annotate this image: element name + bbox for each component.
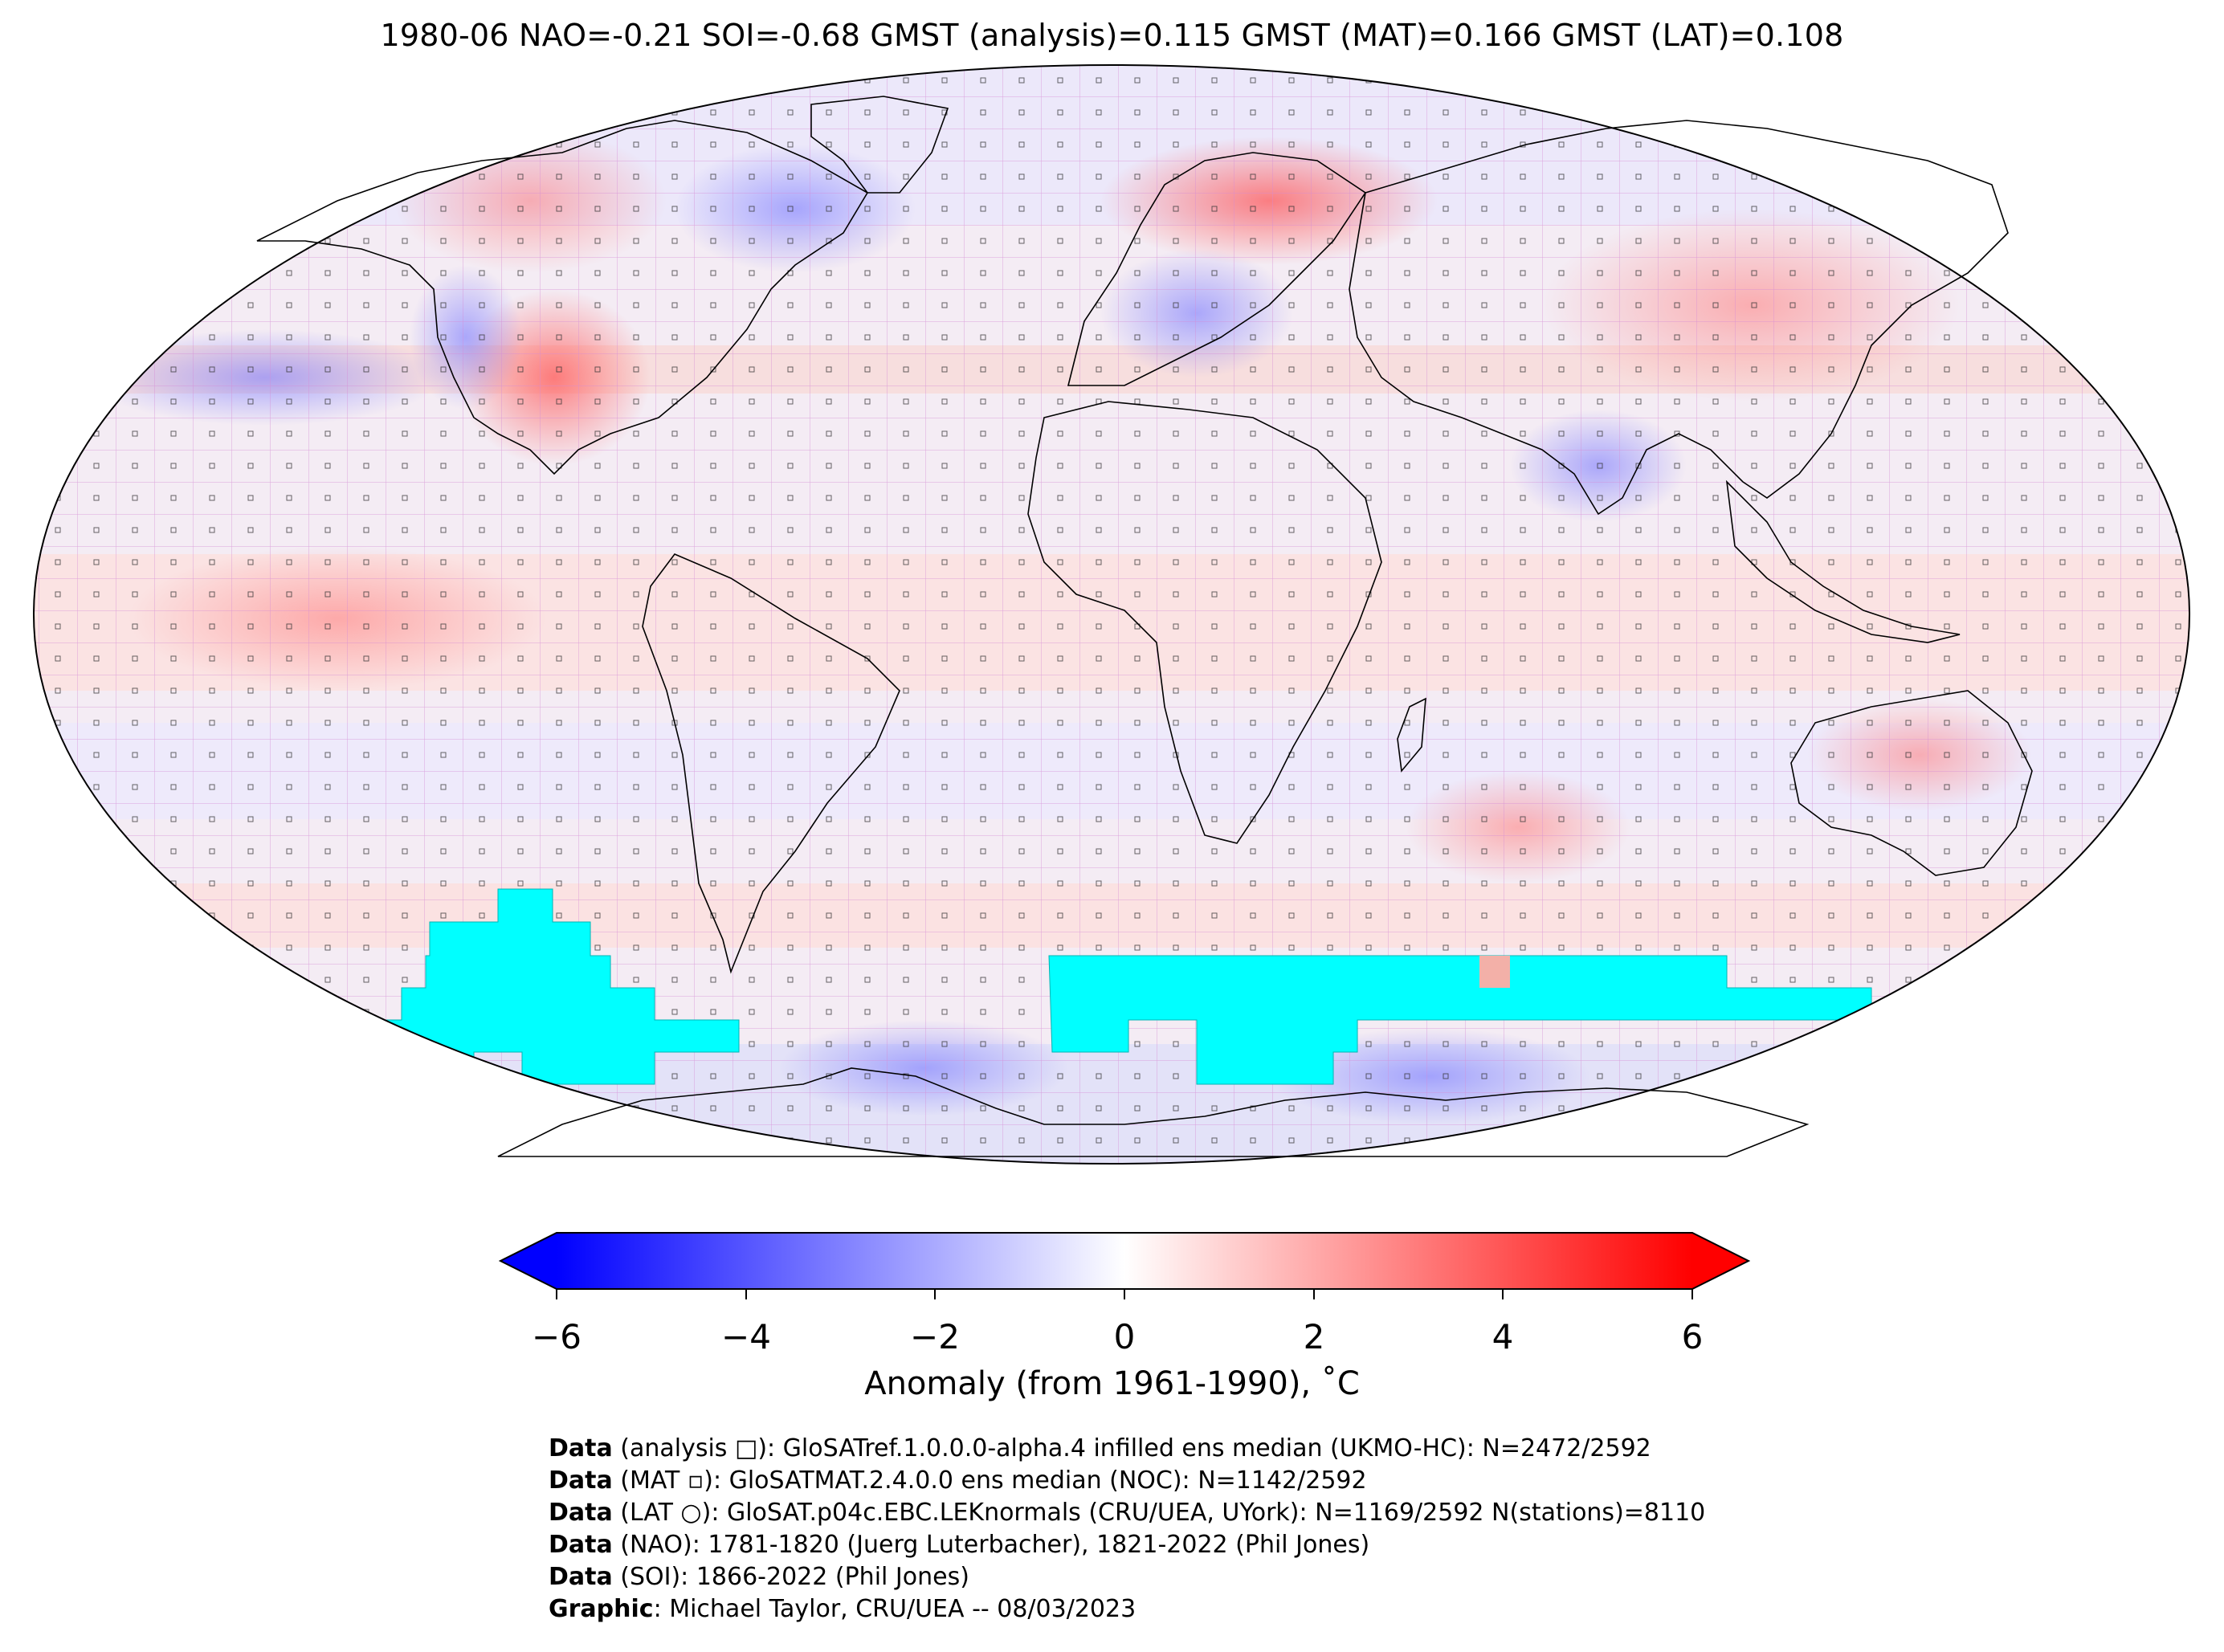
credit-text: (analysis □): GloSATref.1.0.0.0-alpha.4 …: [612, 1434, 1651, 1462]
credit-key: Graphic: [549, 1595, 654, 1623]
credit-text: (SOI): 1866-2022 (Phil Jones): [612, 1563, 969, 1591]
europe-coastline: [1067, 152, 1367, 386]
colorbar-gradient: [557, 1233, 1692, 1289]
map-title: 1980-06 NAO=-0.21 SOI=-0.68 GMST (analys…: [380, 18, 1844, 53]
globe: [34, 65, 2189, 1164]
asia-coastline: [1349, 120, 2009, 516]
credit-line-nao: Data (NAO): 1781-1820 (Juerg Luterbacher…: [549, 1529, 1705, 1561]
colorbar-tick-label: 6: [1681, 1317, 1704, 1356]
colorbar-tick-label: 0: [1113, 1317, 1136, 1356]
globe-outline: [33, 64, 2190, 1165]
credit-text: : Michael Taylor, CRU/UEA -- 08/03/2023: [653, 1595, 1136, 1623]
greenland-coastline: [810, 96, 949, 194]
colorbar-extend-low: [500, 1233, 557, 1289]
credit-text: (LAT ○): GloSAT.p04c.EBC.LEKnormals (CRU…: [612, 1499, 1706, 1527]
credit-key: Data: [549, 1434, 613, 1462]
southeast-asia-coastline: [1725, 479, 1961, 643]
credit-line-mat: Data (MAT ▫): GloSATMAT.2.4.0.0 ens medi…: [549, 1465, 1705, 1497]
credit-line-analysis: Data (analysis □): GloSATref.1.0.0.0-alp…: [549, 1433, 1705, 1465]
colorbar-tick-label: −4: [721, 1317, 771, 1356]
colorbar: [498, 1232, 1751, 1299]
continents: [256, 96, 2033, 1157]
credit-text: (MAT ▫): GloSATMAT.2.4.0.0 ens median (N…: [612, 1466, 1367, 1495]
credit-line-graphic: Graphic: Michael Taylor, CRU/UEA -- 08/0…: [549, 1593, 1705, 1625]
credit-line-soi: Data (SOI): 1866-2022 (Phil Jones): [549, 1561, 1705, 1593]
colorbar-tick-marks: [556, 1289, 1693, 1299]
data-credits: Data (analysis □): GloSATref.1.0.0.0-alp…: [549, 1433, 1705, 1625]
north-america-coastline: [256, 120, 869, 475]
colorbar-label: Anomaly (from 1961-1990), ˚C: [864, 1365, 1360, 1402]
madagascar-coastline: [1397, 697, 1426, 773]
south-america-coastline: [642, 553, 900, 974]
credit-key: Data: [549, 1531, 613, 1559]
credit-line-lat: Data (LAT ○): GloSAT.p04c.EBC.LEKnormals…: [549, 1497, 1705, 1529]
credit-text: (NAO): 1781-1820 (Juerg Luterbacher), 18…: [612, 1531, 1370, 1559]
credit-key: Data: [549, 1563, 613, 1591]
credit-key: Data: [549, 1499, 613, 1527]
colorbar-extend-high: [1692, 1233, 1749, 1289]
antarctica-coastline: [497, 1067, 1810, 1157]
colorbar-tick-label: −2: [910, 1317, 960, 1356]
africa-coastline: [1027, 401, 1382, 844]
warm-cell-southern-ocean: [1479, 956, 1510, 988]
australia-coastline: [1790, 690, 2033, 876]
colorbar-tick-label: −6: [532, 1317, 582, 1356]
colorbar-tick-label: 2: [1303, 1317, 1325, 1356]
credit-key: Data: [549, 1466, 613, 1495]
colorbar-tick-label: 4: [1492, 1317, 1514, 1356]
